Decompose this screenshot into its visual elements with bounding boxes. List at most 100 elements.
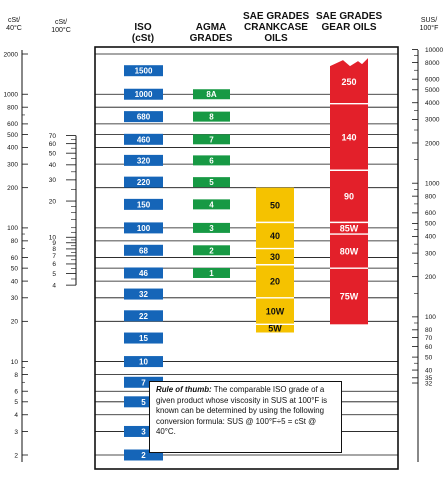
cst100-tick-label: 9	[52, 240, 56, 247]
agma-grade-label: 6	[209, 156, 214, 165]
cst100-tick-label: 8	[52, 246, 56, 253]
cst40-tick-label: 4	[14, 412, 18, 419]
sus-tick-label: 40	[425, 367, 433, 374]
cst40-tick-label: 3	[14, 429, 18, 436]
gear-grade-label: 85W	[340, 223, 359, 233]
crankcase-grade-band	[256, 324, 294, 333]
sus-tick-label: 8000	[425, 60, 440, 67]
cst40-tick-label: 100	[7, 225, 18, 232]
cst40-tick-label: 50	[11, 265, 19, 272]
iso-grade-label: 680	[137, 113, 151, 122]
iso-grade-label: 5	[141, 398, 146, 407]
cst40-tick-label: 8	[14, 372, 18, 379]
iso-grade-block	[124, 449, 163, 461]
sus-tick-label: 10000	[425, 47, 443, 54]
gear-grade-band	[330, 103, 368, 171]
sus-tick-label: 32	[425, 380, 433, 387]
sus-tick-label: 500	[425, 221, 436, 228]
agma-grade-block	[193, 267, 230, 278]
iso-grade-label: 1500	[135, 67, 153, 76]
gear-grade-label: 80W	[340, 246, 359, 256]
cst40-tick-label: 2000	[4, 51, 19, 58]
cst100-axis-header: cSt/100°C	[51, 19, 71, 34]
agma-column-header: AGMA GRADES	[189, 22, 233, 44]
crankcase-grade-band	[256, 248, 294, 265]
iso-grade-label: 100	[137, 224, 151, 233]
gear-grade-label: 90	[344, 192, 354, 202]
agma-grade-label: 1	[209, 269, 214, 278]
gear-grade-label: 250	[341, 77, 356, 87]
cst40-tick-label: 1000	[4, 92, 19, 99]
crankcase-grade-band	[256, 297, 294, 325]
iso-column-header: ISO (cSt)	[131, 22, 155, 44]
cst40-tick-label: 600	[7, 121, 18, 128]
iso-grade-block	[124, 356, 163, 368]
iso-grade-label: 7	[141, 378, 146, 387]
note-body: The comparable ISO grade of a given prod…	[156, 385, 328, 437]
sus-tick-label: 300	[425, 250, 436, 257]
sus-tick-label: 800	[425, 193, 436, 200]
agma-grade-label: 8A	[206, 90, 216, 99]
iso-grade-block	[124, 65, 163, 77]
cst100-tick-label: 30	[49, 177, 57, 184]
gear-grade-band	[330, 268, 368, 325]
agma-grade-label: 2	[209, 246, 214, 255]
sus-tick-label: 70	[425, 335, 433, 342]
crankcase-column-header: SAE GRADES CRANKCASE OILS	[243, 11, 310, 44]
sus-tick-label: 100	[425, 314, 436, 321]
agma-grade-label: 4	[209, 200, 214, 209]
agma-grade-block	[193, 111, 230, 122]
iso-grade-block	[124, 310, 163, 322]
agma-grade-block	[193, 222, 230, 233]
sus-tick-label: 600	[425, 210, 436, 217]
gear-grade-band	[330, 170, 368, 223]
iso-grade-label: 150	[137, 200, 151, 209]
crankcase-grade-band	[256, 264, 294, 298]
iso-grade-block	[124, 222, 163, 234]
iso-grade-label: 32	[139, 290, 148, 299]
cst40-tick-label: 2	[14, 452, 18, 459]
cst40-tick-label: 800	[7, 104, 18, 111]
cst100-tick-label: 20	[49, 198, 57, 205]
cst100-tick-label: 70	[49, 133, 57, 140]
crankcase-grade-label: 30	[270, 252, 280, 262]
rule-of-thumb-note: Rule of thumb: The comparable ISO grade …	[149, 381, 342, 453]
crankcase-grade-band	[256, 187, 294, 223]
cst40-tick-label: 200	[7, 185, 18, 192]
iso-grade-block	[124, 425, 163, 437]
cst40-tick-label: 60	[11, 255, 19, 262]
crankcase-grade-label: 50	[270, 200, 280, 210]
cst40-tick-label: 6	[14, 389, 18, 396]
iso-grade-label: 22	[139, 312, 148, 321]
cst100-tick-label: 6	[52, 261, 56, 268]
iso-grade-block	[124, 396, 163, 408]
gear-grade-band	[330, 234, 368, 269]
crankcase-grade-label: 5W	[268, 324, 282, 334]
agma-grade-block	[193, 199, 230, 210]
iso-grade-label: 3	[141, 427, 146, 436]
cst40-tick-label: 300	[7, 161, 18, 168]
iso-grade-block	[124, 267, 163, 279]
sus-tick-label: 2000	[425, 140, 440, 147]
sus-axis-header: SUS/100°F	[419, 17, 439, 32]
cst100-tick-label: 40	[49, 162, 57, 169]
iso-grade-block	[124, 244, 163, 256]
sus-tick-label: 5000	[425, 87, 440, 94]
gear-grade-label: 75W	[340, 292, 359, 302]
cst100-tick-label: 7	[52, 253, 56, 260]
cst40-tick-label: 30	[11, 295, 19, 302]
sus-tick-label: 50	[425, 354, 433, 361]
iso-grade-label: 220	[137, 178, 151, 187]
agma-grade-label: 3	[209, 224, 214, 233]
cst100-tick-label: 60	[49, 141, 57, 148]
gear-column-header: SAE GRADES GEAR OILS	[316, 11, 383, 33]
sus-tick-label: 60	[425, 344, 433, 351]
iso-grade-label: 460	[137, 135, 151, 144]
agma-grade-block	[193, 177, 230, 188]
iso-grade-block	[124, 288, 163, 300]
agma-grade-label: 5	[209, 178, 214, 187]
sus-tick-label: 200	[425, 274, 436, 281]
crankcase-grade-label: 10W	[266, 306, 285, 316]
iso-grade-label: 46	[139, 269, 148, 278]
